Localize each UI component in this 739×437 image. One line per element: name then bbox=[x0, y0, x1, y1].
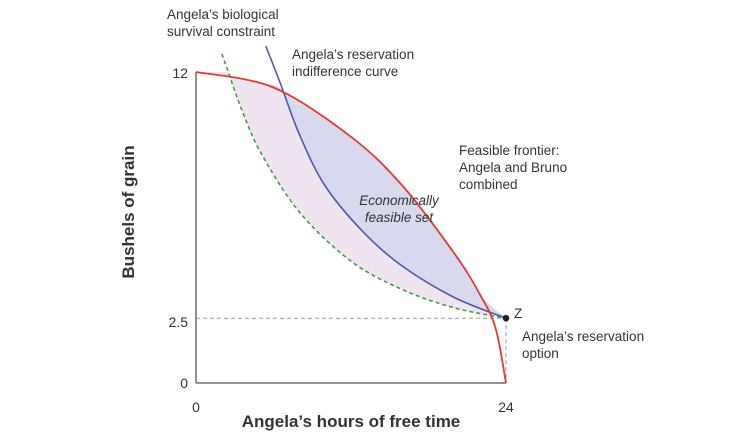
y-axis-title: Bushels of grain bbox=[119, 145, 138, 278]
reservation-indifference-curve bbox=[265, 45, 507, 319]
indifference-curve-label-line1: Angela’s reservation bbox=[292, 47, 414, 62]
frontier-label-line1: Feasible frontier: bbox=[459, 143, 560, 158]
x-axis-title: Angela’s hours of free time bbox=[242, 412, 461, 431]
y-tick-0: 0 bbox=[180, 375, 188, 391]
survival-constraint-curve bbox=[221, 53, 507, 319]
feasible-set-label-line2: feasible set bbox=[365, 210, 435, 225]
point-z-marker bbox=[502, 314, 510, 322]
frontier-label-line3: combined bbox=[459, 177, 518, 192]
frontier-label-line2: Angela and Bruno bbox=[459, 160, 567, 175]
survival-constraint-label-line1: Angela’s biological bbox=[167, 7, 279, 22]
indifference-curve-label-line2: indifference curve bbox=[292, 64, 398, 79]
feasible-set-label-line1: Economically bbox=[359, 193, 440, 208]
survival-constraint-label-line2: survival constraint bbox=[167, 24, 275, 39]
y-tick-2-5: 2.5 bbox=[169, 314, 189, 330]
reservation-option-label-line1: Angela’s reservation bbox=[522, 329, 644, 344]
x-tick-24: 24 bbox=[498, 399, 514, 415]
feasible-frontier-curve bbox=[195, 71, 507, 384]
x-tick-0: 0 bbox=[192, 399, 200, 415]
y-tick-12: 12 bbox=[172, 65, 188, 81]
reservation-option-label-line2: option bbox=[522, 346, 559, 361]
economically-feasible-set-shading bbox=[269, 83, 506, 319]
point-z-label: Z bbox=[514, 306, 522, 321]
